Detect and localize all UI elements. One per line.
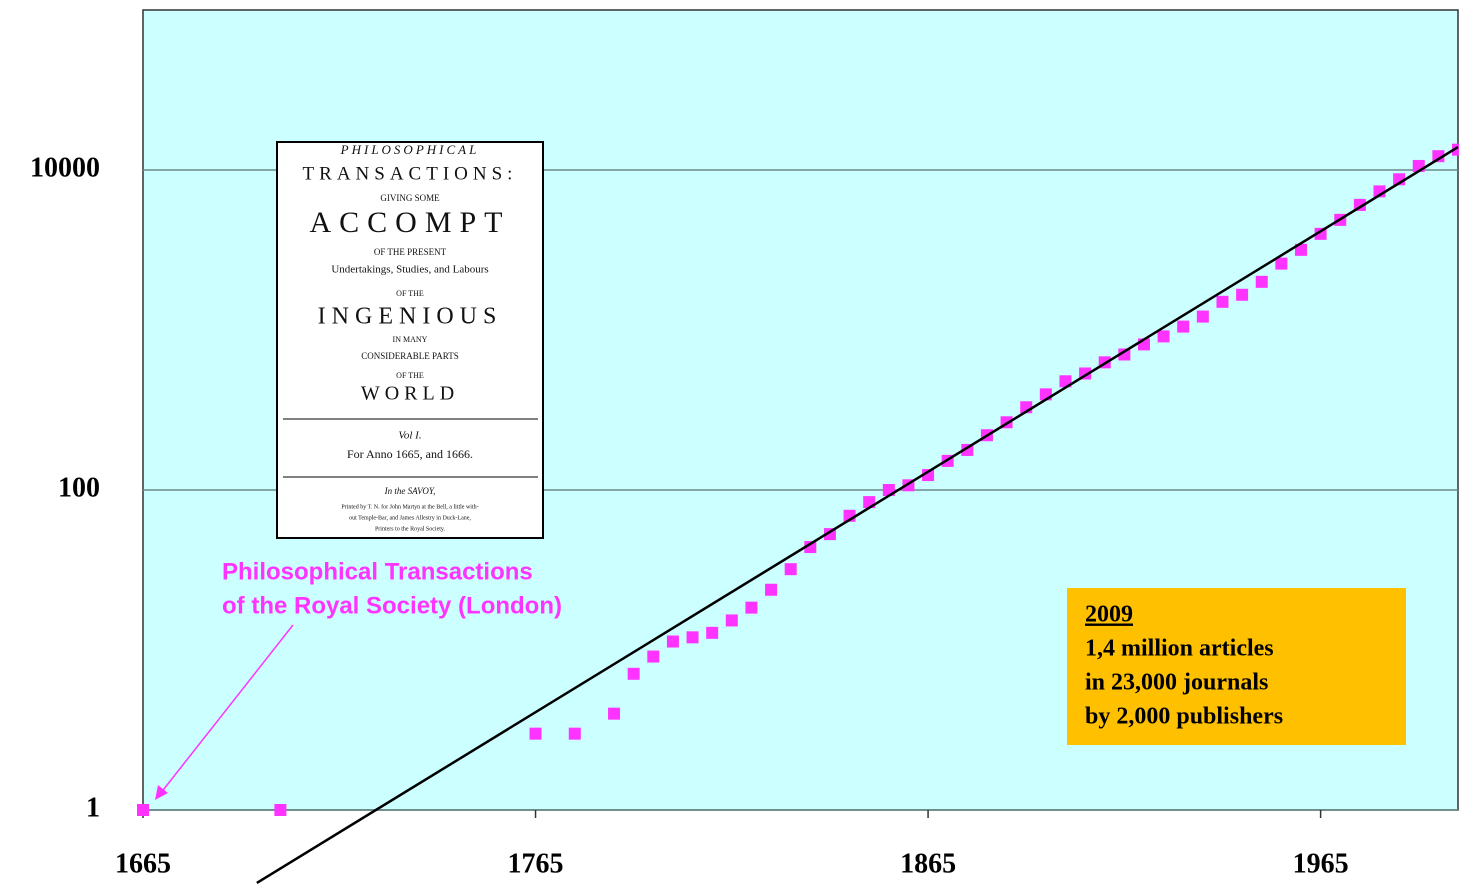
cover-text: OF THE PRESENT xyxy=(374,247,447,257)
cover-text: WORLD xyxy=(361,383,459,405)
note-line: in 23,000 journals xyxy=(1085,670,1268,696)
cover-text: OF THE xyxy=(396,289,424,298)
data-point xyxy=(1216,296,1228,308)
chart: 1 100 10000 1665 1765 1865 1965 Philosophical T… xyxy=(0,0,1459,884)
cover-text: GIVING SOME xyxy=(380,193,440,203)
cover-text: TRANSACTIONS: xyxy=(303,163,518,184)
y-tick-label: 100 xyxy=(58,472,100,503)
data-point xyxy=(1177,321,1189,333)
cover-text: OF THE xyxy=(396,371,424,380)
x-tick-label: 1765 xyxy=(508,848,564,879)
cover-text: Undertakings, Studies, and Labours xyxy=(331,264,488,276)
note-line: by 2,000 publishers xyxy=(1085,704,1283,730)
data-point xyxy=(765,584,777,596)
note-line: 2009 xyxy=(1085,602,1133,628)
cover-text: For Anno 1665, and 1666. xyxy=(347,447,473,461)
y-tick-label: 1 xyxy=(86,792,100,823)
annotation: of the Royal Society (London) xyxy=(222,592,562,619)
data-point xyxy=(608,708,620,720)
data-point xyxy=(569,728,581,740)
data-point xyxy=(137,804,149,816)
annotation: Philosophical Transactions xyxy=(222,558,533,585)
data-point xyxy=(628,668,640,680)
cover-text: IN MANY xyxy=(393,335,428,344)
cover-text: In the SAVOY, xyxy=(384,486,436,496)
data-point xyxy=(1158,330,1170,342)
data-point xyxy=(706,627,718,639)
journal-cover: PHILOSOPHICAL TRANSACTIONS: GIVING SOME ACC… xyxy=(277,142,543,538)
data-point xyxy=(1275,258,1287,270)
x-tick-label: 1965 xyxy=(1293,848,1349,879)
data-point xyxy=(530,728,542,740)
cover-text: Printers to the Royal Society. xyxy=(375,526,446,532)
data-point xyxy=(647,651,659,663)
cover-text: ACCOMPT xyxy=(309,206,510,239)
data-point xyxy=(726,614,738,626)
cover-text: PHILOSOPHICAL xyxy=(340,142,480,157)
cover-text: INGENIOUS xyxy=(318,304,503,330)
note-line: 1,4 million articles xyxy=(1085,636,1274,662)
data-point xyxy=(1236,289,1248,301)
y-tick-label: 10000 xyxy=(30,152,100,183)
data-point xyxy=(274,804,286,816)
cover-text: out Temple-Bar, and James Allestry in Du… xyxy=(349,515,471,521)
x-tick-label: 1665 xyxy=(115,848,171,879)
x-tick-label: 1865 xyxy=(900,848,956,879)
data-point xyxy=(687,631,699,643)
data-point xyxy=(745,602,757,614)
data-point xyxy=(1256,276,1268,288)
data-point xyxy=(667,636,679,648)
cover-text: Printed by T. N. for John Martyn at the … xyxy=(341,503,478,510)
cover-text: CONSIDERABLE PARTS xyxy=(361,351,458,361)
data-point xyxy=(1197,311,1209,323)
data-point xyxy=(785,563,797,575)
cover-text: Vol I. xyxy=(398,430,421,442)
